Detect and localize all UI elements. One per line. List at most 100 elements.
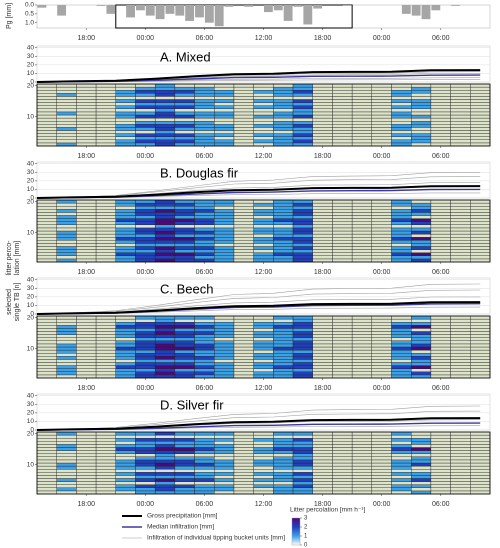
y-tick-label: 30 [27,285,35,292]
heat-cell [36,315,57,320]
heat-cell [391,246,412,250]
heat-cell [470,356,491,360]
heat-cell [56,212,77,216]
heat-cell [470,233,491,238]
heat-cell [56,431,77,436]
heat-cell [115,353,136,357]
heat-cell [95,337,116,342]
colorbar [291,517,301,546]
heat-cell [56,89,77,94]
heat-cell [253,462,274,467]
y-tick-label: 20 [27,294,35,301]
heat-cell [312,215,333,219]
heat-cell [95,255,116,260]
heat-cell [253,465,274,470]
heat-cell [76,252,97,256]
x-tick-label: 12:00 [255,385,273,392]
heat-cell [470,484,491,489]
heat-cell [273,111,294,116]
heat-cell [292,139,313,144]
heat-cell [253,120,274,125]
heat-cell [115,108,136,113]
heat-cell [371,127,392,131]
heat-cell [273,209,294,213]
heat-cell [154,86,176,91]
heat-cell [371,431,392,436]
heat-cell [430,475,451,479]
heat-cell [76,453,97,458]
heat-cell [56,111,77,116]
heat-cell [391,130,412,134]
heat-cell [174,325,195,329]
heat-cell [135,434,156,439]
heat-frame [36,199,491,263]
precip-bar [57,5,67,16]
heat-cell [332,127,353,131]
heat-cell [233,89,254,94]
heat-cell [351,315,373,320]
heat-cell [292,346,313,351]
panel-title: D. Silver fir [160,397,224,412]
y-tick-label: 20 [27,178,35,185]
heat-cell [76,481,97,485]
heat-cell [371,481,392,485]
heat-cell [312,374,333,379]
heat-cell [371,331,392,335]
heat-cell [214,450,235,454]
heat-cell [174,456,195,461]
heat-cell [95,202,116,207]
heat-cell [430,209,451,213]
heat-cell [36,114,57,119]
heat-cell [194,331,215,335]
heat-cell [332,456,353,461]
x-tick-label: 06:00 [432,385,450,392]
heat-cell [115,478,136,482]
heat-cell [450,331,471,335]
heat-cell [430,233,451,238]
heat-cell [371,205,392,210]
heat-cell [332,478,353,482]
heat-cell [391,111,412,116]
heat-cell [253,340,274,345]
heat-cell [391,108,412,113]
heat-cell [312,359,333,363]
heat-cell [76,243,97,247]
heat-cell [233,86,254,91]
heat-cell [135,209,156,213]
heat-cell [312,111,333,116]
heat-cell [36,117,57,122]
heat-cell [214,359,235,363]
heat-cell [371,212,392,216]
heat-cell [174,252,195,256]
heat-cell [253,252,274,256]
x-tick-label: 06:00 [432,269,450,276]
heat-cell [430,365,451,369]
heat-cell [351,356,373,360]
heat-cell [253,365,274,369]
heat-cell [253,230,274,235]
heat-cell [36,102,57,106]
heat-cell [371,362,392,366]
x-tick-label: 00:00 [373,501,391,508]
heat-cell [312,371,333,376]
heat-cell [36,142,57,147]
heat-cell [36,371,57,376]
heat-cell [174,202,195,207]
heat-cell [411,441,432,445]
heat-cell [450,108,471,113]
heat-cell [391,450,412,454]
heat-cell [154,124,176,128]
heat-cell [430,346,451,351]
heat-cell [430,130,451,134]
heat-cell [470,249,491,253]
heat-cell [214,102,235,106]
heat-cell [76,133,97,137]
heat-cell [233,325,254,329]
heat-cell [214,325,235,329]
heat-cell [36,111,57,116]
heat-cell [450,465,471,470]
heat-cell [194,258,215,263]
precip-bar [313,5,323,9]
heat-cell [194,236,215,241]
heat-cell [56,340,77,345]
